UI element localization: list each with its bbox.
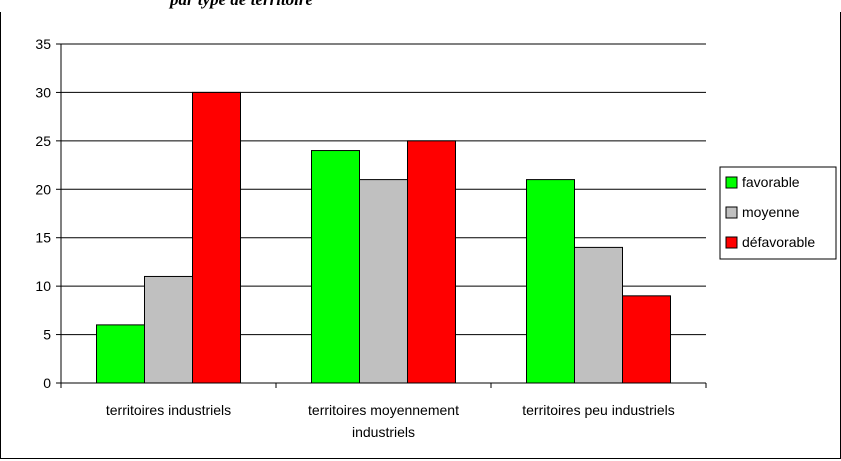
bar-2 xyxy=(574,246,623,384)
y-tick-label: 20 xyxy=(35,181,51,197)
y-tick-label: 30 xyxy=(35,84,51,100)
bar-1 xyxy=(526,179,575,384)
y-tick-label: 5 xyxy=(43,327,51,343)
y-tick-label: 0 xyxy=(43,375,51,391)
x-tick-label: territoires peu industriels xyxy=(522,402,675,418)
y-tick-label: 15 xyxy=(35,230,51,246)
legend-swatch xyxy=(725,206,738,219)
legend-swatch xyxy=(725,176,738,189)
legend-label: défavorable xyxy=(742,234,815,250)
x-tick-label: territoires industriels xyxy=(106,402,231,418)
bar-2 xyxy=(144,275,193,384)
y-tick-label: 35 xyxy=(35,36,51,52)
chart-title: par type de territoire xyxy=(170,0,313,10)
bar-3 xyxy=(192,91,241,384)
y-tick-label: 10 xyxy=(35,278,51,294)
x-tick-label: industriels xyxy=(352,424,415,440)
bar-3 xyxy=(407,140,456,384)
legend-label: moyenne xyxy=(742,204,800,220)
legend-label: favorable xyxy=(742,174,800,190)
chart-title-clip: par type de territoire xyxy=(0,0,841,12)
y-tick-label: 25 xyxy=(35,133,51,149)
legend-box xyxy=(719,166,837,260)
x-tick-label: territoires moyennement xyxy=(308,402,459,418)
bar-2 xyxy=(359,179,408,384)
bar-1 xyxy=(96,324,145,384)
bar-1 xyxy=(311,150,360,384)
legend-swatch xyxy=(725,236,738,249)
bar-3 xyxy=(622,295,671,384)
